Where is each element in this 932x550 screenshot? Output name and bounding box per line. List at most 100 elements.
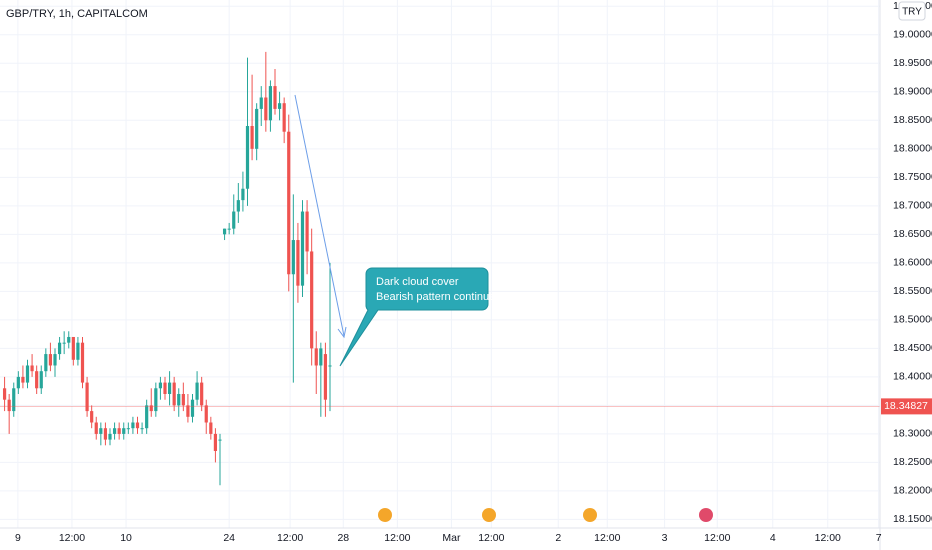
x-tick-label: 12:00: [277, 532, 303, 544]
candle-body: [209, 422, 213, 434]
candle-body: [200, 382, 204, 406]
y-tick-label: 18.65000: [893, 228, 932, 240]
candle-body: [117, 428, 121, 434]
candle-body: [103, 428, 108, 440]
candle-body: [126, 428, 130, 430]
callout-line: Dark cloud cover: [376, 276, 459, 288]
candle-body: [35, 371, 39, 389]
candle-body: [222, 228, 227, 235]
candle-body: [154, 388, 158, 412]
candle-body: [167, 382, 172, 394]
y-tick-label: 18.95000: [893, 57, 932, 69]
event-icons: [378, 508, 713, 522]
candle-body: [282, 103, 286, 132]
callout-line: Bearish pattern continues: [376, 291, 501, 303]
candle-body: [232, 211, 236, 229]
currency-badge[interactable]: [898, 1, 926, 21]
candle-body: [259, 97, 263, 109]
candle-body: [53, 354, 57, 366]
candle-body: [296, 240, 300, 286]
candle-body: [131, 422, 135, 429]
last-price-label: 18.34827: [884, 400, 928, 412]
candle-body: [310, 251, 314, 349]
y-tick-label: 18.25000: [893, 456, 932, 468]
y-tick-label: 18.90000: [893, 86, 932, 98]
candle-body: [250, 126, 254, 149]
candle-body: [172, 382, 176, 406]
candle-body: [323, 354, 328, 400]
candle-body: [273, 86, 277, 109]
candle-body: [48, 354, 53, 366]
currency-label: TRY: [902, 7, 922, 18]
candle-body: [12, 388, 16, 412]
candle-body: [85, 382, 89, 412]
event-icon: [699, 508, 713, 522]
candle-body: [268, 86, 273, 121]
candle-body: [300, 211, 305, 286]
chart-title: GBP/TRY, 1h, CAPITALCOM: [6, 8, 148, 20]
callout: [339, 267, 489, 367]
candles: [0, 51, 880, 486]
candle-body: [255, 108, 259, 149]
y-tick-label: 18.55000: [893, 285, 932, 297]
axes: 18.1500018.2000018.2500018.3000018.35000…: [15, 0, 932, 544]
y-tick-label: 18.80000: [893, 143, 932, 155]
y-tick-label: 18.20000: [893, 485, 932, 497]
candle-body: [21, 376, 25, 383]
y-tick-label: 18.40000: [893, 371, 932, 383]
x-tick-label: 10: [120, 532, 132, 544]
candle-body: [314, 348, 318, 366]
x-tick-label: Mar: [442, 532, 461, 544]
x-tick-label: 2: [555, 532, 561, 544]
candle-body: [287, 131, 291, 275]
candle-body: [140, 428, 144, 430]
candle-body: [218, 439, 222, 441]
candle-body: [241, 188, 245, 201]
candle-body: [145, 405, 149, 429]
x-tick-label: 12:00: [815, 532, 841, 544]
candle-body: [135, 422, 140, 429]
candle-body: [149, 405, 153, 412]
candle-body: [108, 433, 112, 440]
candle-body: [62, 342, 66, 344]
candle-body: [25, 365, 30, 383]
grid: [0, 0, 880, 528]
candle-body: [90, 411, 94, 423]
candle-body: [328, 365, 332, 367]
candle-body: [277, 103, 282, 109]
x-tick-label: 9: [15, 532, 21, 544]
candle-body: [190, 399, 195, 417]
x-tick-label: 28: [337, 532, 349, 544]
x-tick-label: 12:00: [478, 532, 504, 544]
x-tick-label: 7: [876, 532, 882, 544]
candle-body: [204, 405, 208, 423]
candle-body: [44, 354, 48, 372]
y-tick-label: 18.60000: [893, 257, 932, 269]
y-tick-label: 18.70000: [893, 200, 932, 212]
candle-body: [181, 393, 185, 406]
candle-body: [213, 433, 218, 452]
x-tick-label: 12:00: [384, 532, 410, 544]
y-tick-label: 18.50000: [893, 314, 932, 326]
x-tick-label: 24: [223, 532, 235, 544]
candle-body: [264, 97, 268, 121]
candle-body: [177, 393, 181, 406]
candle-body: [112, 428, 117, 434]
y-tick-label: 18.30000: [893, 428, 932, 440]
candle-body: [291, 240, 295, 275]
candle-body: [186, 405, 190, 417]
candle-body: [76, 342, 80, 360]
x-tick-label: 12:00: [594, 532, 620, 544]
candle-body: [7, 399, 11, 412]
last-price-badge: [881, 398, 932, 415]
candle-body: [2, 388, 7, 400]
candle-body: [319, 348, 323, 366]
y-tick-label: 18.85000: [893, 114, 932, 126]
x-tick-label: 12:00: [704, 532, 730, 544]
candle-body: [163, 382, 167, 394]
candle-body: [94, 422, 98, 434]
event-icon: [482, 508, 496, 522]
y-tick-label: 19.00000: [893, 29, 932, 41]
candle-body: [158, 382, 163, 389]
